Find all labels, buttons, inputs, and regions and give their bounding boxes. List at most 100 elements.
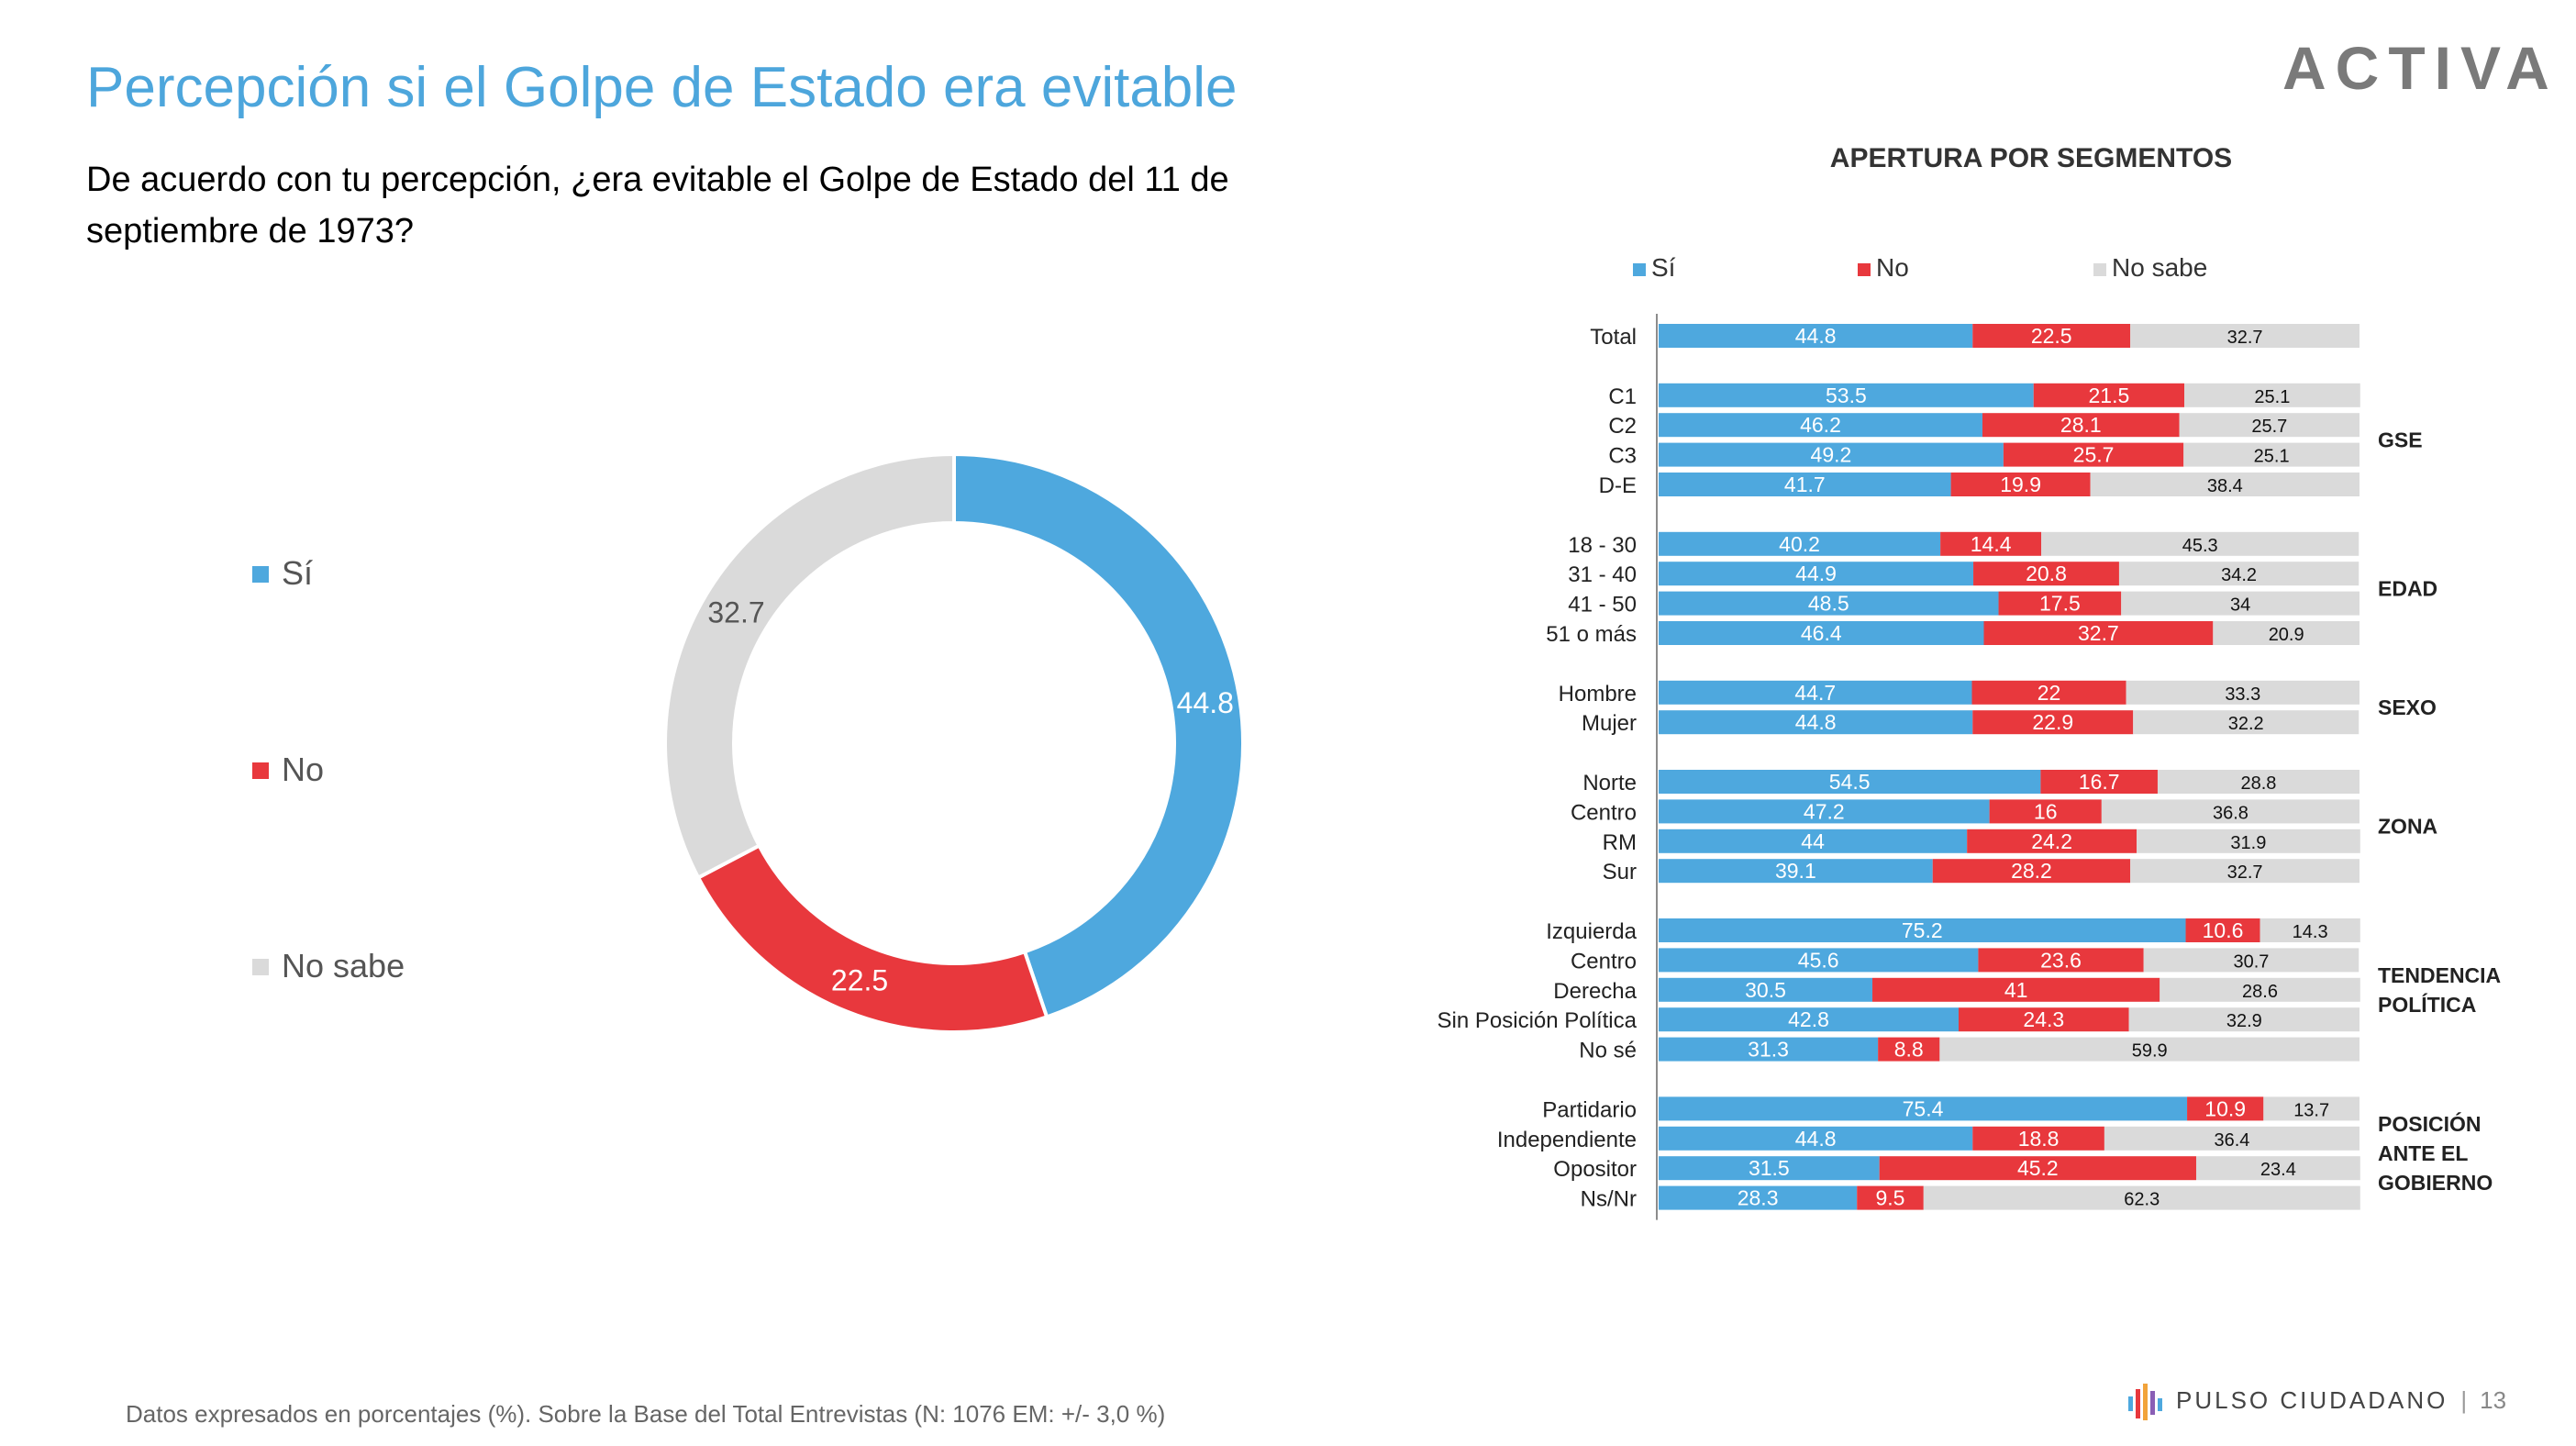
bar-value-label: 14.4 bbox=[1971, 532, 2012, 556]
bar-segment-si bbox=[1659, 977, 1873, 1002]
bar-value-label: 45.2 bbox=[2017, 1156, 2059, 1180]
segments-bar-chart: APERTURA POR SEGMENTOS Sí No No sabe Total 44… bbox=[1438, 143, 2501, 1220]
bar-row-label: No sé bbox=[1579, 1039, 1637, 1063]
bar-segment-no bbox=[1982, 413, 2180, 438]
bar-segment-no bbox=[1998, 591, 2122, 616]
bar-segment-no bbox=[1983, 621, 2214, 645]
bar-segment-nosabe bbox=[2157, 770, 2359, 794]
bar-row-label: 41 - 50 bbox=[1568, 593, 1637, 617]
bar-group-label: POSICIÓN bbox=[2378, 1111, 2481, 1136]
bar-value-label: 44.7 bbox=[1794, 681, 1836, 705]
bar-value-label: 59.9 bbox=[2132, 1041, 2168, 1062]
bar-segment-nosabe bbox=[1923, 1185, 2360, 1210]
bar-legend-swatch-0 bbox=[1633, 263, 1646, 276]
bar-segment-nosabe bbox=[2101, 799, 2359, 824]
bar-value-label: 48.5 bbox=[1808, 592, 1849, 616]
bar-value-label: 17.5 bbox=[2039, 592, 2081, 616]
bar-segment-nosabe bbox=[2130, 859, 2359, 884]
legend-swatch-si bbox=[252, 566, 269, 583]
bar-row-label: Centro bbox=[1571, 800, 1637, 825]
legend-label-si: Sí bbox=[282, 554, 314, 592]
bar-segment-si bbox=[1659, 591, 1999, 616]
bar-group-label: GSE bbox=[2378, 428, 2423, 451]
bar-value-label: 41.7 bbox=[1784, 473, 1826, 496]
pulso-brand-text: PULSO CIUDADANO bbox=[2176, 1385, 2448, 1414]
bar-group-label: ZONA bbox=[2378, 815, 2437, 839]
bar-value-label: 14.3 bbox=[2293, 922, 2328, 942]
donut-label-si: 44.8 bbox=[1177, 686, 1234, 719]
bar-segment-no bbox=[1857, 1185, 1924, 1210]
bar-value-label: 9.5 bbox=[1876, 1186, 1905, 1210]
bar-legend-label-0: Sí bbox=[1651, 253, 1676, 282]
bar-value-label: 28.1 bbox=[2060, 413, 2102, 437]
bar-segment-nosabe bbox=[2118, 562, 2359, 586]
bar-segment-si bbox=[1659, 1185, 1858, 1210]
bar-segment-si bbox=[1659, 1126, 1973, 1151]
bar-segment-si bbox=[1659, 1037, 1879, 1062]
donut-chart: 44.8 22.5 32.7 bbox=[663, 451, 1245, 1034]
bar-value-label: 45.6 bbox=[1798, 948, 1839, 972]
bar-row-label: Total bbox=[1590, 325, 1637, 350]
bar-value-label: 38.4 bbox=[2207, 476, 2243, 496]
bar-value-label: 32.9 bbox=[2226, 1011, 2262, 1031]
bar-group-label: POLÍTICA bbox=[2378, 992, 2476, 1017]
bar-row-label: D-E bbox=[1599, 473, 1637, 498]
bar-segment-si bbox=[1659, 562, 1974, 586]
bar-value-label: 28.3 bbox=[1738, 1186, 1779, 1210]
bar-row-label: Norte bbox=[1582, 771, 1637, 795]
bar-value-label: 31.3 bbox=[1748, 1038, 1789, 1062]
bar-segment-no bbox=[1879, 1156, 2196, 1181]
donut-label-nosabe: 32.7 bbox=[707, 595, 764, 628]
bar-value-label: 21.5 bbox=[2088, 384, 2129, 407]
bar-value-label: 30.5 bbox=[1745, 978, 1786, 1002]
bar-value-label: 22.5 bbox=[2031, 324, 2072, 348]
bar-group-label: EDAD bbox=[2378, 576, 2437, 600]
bar-segment-no bbox=[1972, 710, 2134, 735]
bar-segment-si bbox=[1659, 324, 1973, 348]
bar-legend-label-1: No bbox=[1876, 253, 1909, 282]
donut-label-no: 22.5 bbox=[831, 964, 888, 997]
bar-value-label: 18.8 bbox=[2018, 1127, 2060, 1151]
bar-segment-no bbox=[1978, 948, 2144, 973]
bar-value-label: 19.9 bbox=[2000, 473, 2041, 496]
bar-segment-no bbox=[2040, 770, 2158, 794]
bar-segment-nosabe bbox=[2130, 324, 2359, 348]
bar-segment-nosabe bbox=[2133, 710, 2359, 735]
bar-segment-si bbox=[1659, 1096, 2188, 1121]
bar-segment-nosabe bbox=[2183, 442, 2359, 467]
bar-segment-nosabe bbox=[2184, 383, 2360, 407]
bar-value-label: 53.5 bbox=[1826, 384, 1867, 407]
bar-row-label: RM bbox=[1603, 830, 1637, 855]
bar-segment-no bbox=[1950, 473, 2091, 496]
bar-segment-nosabe bbox=[2121, 591, 2359, 616]
bar-value-label: 16.7 bbox=[2079, 770, 2120, 794]
bar-segment-si bbox=[1659, 829, 1968, 853]
bar-legend-swatch-1 bbox=[1858, 263, 1871, 276]
bar-row-label: C1 bbox=[1608, 384, 1637, 409]
bar-segment-nosabe bbox=[2128, 1007, 2359, 1032]
bar-row-label: Sin Posición Política bbox=[1438, 1008, 1638, 1033]
bar-value-label: 23.4 bbox=[2260, 1160, 2296, 1180]
bar-value-label: 16 bbox=[2034, 799, 2058, 823]
bar-segment-no bbox=[2185, 918, 2260, 942]
bar-row-label: Independiente bbox=[1497, 1128, 1637, 1152]
bar-row-label: 18 - 30 bbox=[1568, 533, 1637, 558]
bar-value-label: 28.2 bbox=[2011, 859, 2052, 883]
bar-segment-no bbox=[2187, 1096, 2264, 1121]
bar-segment-si bbox=[1659, 770, 2041, 794]
bar-segment-no bbox=[2033, 383, 2184, 407]
bar-segment-nosabe bbox=[2041, 531, 2359, 556]
bar-segment-si bbox=[1659, 442, 2004, 467]
bar-row-label: Sur bbox=[1603, 860, 1637, 884]
bar-value-label: 25.1 bbox=[2254, 447, 2290, 467]
bar-row-label: Hombre bbox=[1559, 682, 1637, 706]
bar-value-label: 41 bbox=[2004, 978, 2028, 1002]
bar-value-label: 46.4 bbox=[1801, 621, 1842, 645]
bar-value-label: 49.2 bbox=[1811, 443, 1852, 467]
donut-legend-nosabe: No sabe bbox=[252, 947, 405, 985]
bar-segment-no bbox=[1940, 531, 2042, 556]
bar-segment-no bbox=[2003, 442, 2184, 467]
bar-value-label: 44.8 bbox=[1795, 1127, 1837, 1151]
footer-separator: | bbox=[2460, 1385, 2468, 1414]
bar-segment-no bbox=[1973, 562, 2119, 586]
